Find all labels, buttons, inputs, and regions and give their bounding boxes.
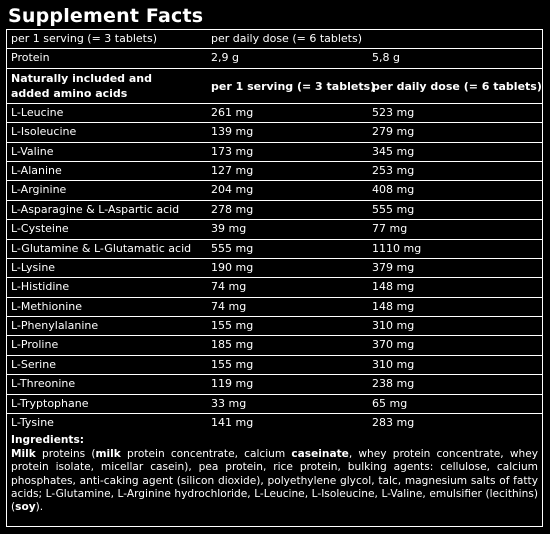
allergen-milk-2: milk	[95, 447, 121, 460]
allergen-soy: soy	[15, 501, 36, 514]
amino-acid-per-serving: 204 mg	[211, 183, 254, 197]
amino-acid-name: L-Histidine	[11, 280, 70, 294]
amino-acid-per-daily: 310 mg	[372, 319, 415, 333]
amino-acid-per-daily: 345 mg	[372, 144, 415, 158]
amino-acid-per-serving: 39 mg	[211, 222, 247, 236]
amino-acid-row: L-Methionine 74 mg 148 mg	[7, 298, 542, 318]
amino-acid-per-serving: 190 mg	[211, 260, 254, 274]
amino-acid-per-serving: 141 mg	[211, 416, 254, 430]
amino-acid-per-daily: 408 mg	[372, 183, 415, 197]
amino-header-label: Naturally included and added amino acids	[11, 71, 152, 100]
amino-acid-row: L-Tysine 141 mg 283 mg	[7, 414, 542, 432]
amino-acid-row: L-Histidine 74 mg 148 mg	[7, 278, 542, 298]
amino-acid-name: L-Cysteine	[11, 222, 69, 236]
amino-acid-per-serving: 555 mg	[211, 241, 254, 255]
amino-acid-per-serving: 119 mg	[211, 377, 254, 391]
amino-acid-name: L-Lysine	[11, 260, 56, 274]
amino-acid-row: L-Valine 173 mg 345 mg	[7, 143, 542, 162]
amino-acid-per-daily: 379 mg	[372, 260, 415, 274]
amino-header-per-daily: per daily dose (= 6 tablets)	[372, 79, 542, 93]
ingredients-part: protein concentrate, calcium	[120, 447, 292, 460]
amino-acid-row: L-Proline 185 mg 370 mg	[7, 336, 542, 356]
protein-per-serving: 2,9 g	[211, 51, 239, 65]
ingredients-part: proteins (	[35, 447, 96, 460]
ingredients-block: Ingredients: Milk proteins (milk protein…	[7, 432, 542, 526]
amino-acid-row: L-Cysteine 39 mg 77 mg	[7, 220, 542, 240]
allergen-milk: Milk	[11, 447, 36, 460]
amino-acid-name: L-Proline	[11, 338, 59, 352]
amino-acid-per-daily: 77 mg	[372, 222, 408, 236]
amino-acid-per-daily: 370 mg	[372, 338, 415, 352]
amino-acid-per-daily: 253 mg	[372, 163, 415, 177]
amino-header-per-serving: per 1 serving (= 3 tablets)	[211, 79, 376, 93]
ingredients-part: , whey protein concentrate, whey protein…	[11, 447, 538, 514]
amino-acid-row: L-Alanine 127 mg 253 mg	[7, 162, 542, 182]
amino-acid-row: L-Threonine 119 mg 238 mg	[7, 375, 542, 395]
serving-per-daily: per daily dose (= 6 tablets)	[211, 32, 363, 45]
amino-header-row: Naturally included and added amino acids…	[7, 69, 542, 104]
amino-acid-row: L-Tryptophane 33 mg 65 mg	[7, 395, 542, 415]
amino-acid-per-serving: 173 mg	[211, 144, 254, 158]
amino-acid-per-serving: 185 mg	[211, 338, 254, 352]
ingredients-text: Milk proteins (milk protein concentrate,…	[11, 448, 538, 514]
facts-table: per 1 serving (= 3 tablets) per daily do…	[6, 29, 543, 528]
protein-row: Protein 2,9 g 5,8 g	[7, 49, 542, 69]
allergen-caseinate: caseinate	[291, 447, 349, 460]
amino-acid-row: L-Leucine 261 mg 523 mg	[7, 104, 542, 124]
amino-acid-row: L-Isoleucine 139 mg 279 mg	[7, 123, 542, 143]
ingredients-label: Ingredients:	[11, 434, 85, 447]
amino-acid-per-serving: 155 mg	[211, 319, 254, 333]
amino-acid-per-daily: 148 mg	[372, 299, 415, 313]
amino-acid-per-serving: 261 mg	[211, 105, 254, 119]
amino-acid-name: L-Tryptophane	[11, 396, 89, 410]
amino-acid-name: L-Valine	[11, 144, 54, 158]
amino-acid-row: L-Serine 155 mg 310 mg	[7, 356, 542, 376]
amino-acid-list: L-Leucine 261 mg 523 mg L-Isoleucine 139 mg 2…	[7, 104, 542, 433]
amino-acid-name: L-Serine	[11, 357, 56, 371]
amino-acid-row: L-Lysine 190 mg 379 mg	[7, 259, 542, 279]
amino-acid-per-daily: 1110 mg	[372, 241, 422, 255]
protein-per-daily: 5,8 g	[372, 51, 400, 65]
amino-acid-per-daily: 283 mg	[372, 416, 415, 430]
amino-acid-name: L-Isoleucine	[11, 125, 77, 139]
amino-acid-name: L-Glutamine & L-Glutamatic acid	[11, 241, 192, 255]
amino-acid-name: L-Methionine	[11, 299, 83, 313]
amino-acid-per-serving: 155 mg	[211, 357, 254, 371]
amino-acid-name: L-Arginine	[11, 183, 67, 197]
amino-acid-per-serving: 139 mg	[211, 125, 254, 139]
amino-acid-per-daily: 148 mg	[372, 280, 415, 294]
amino-acid-row: L-Asparagine & L-Aspartic acid 278 mg 555 …	[7, 201, 542, 221]
amino-acid-per-serving: 33 mg	[211, 396, 247, 410]
amino-acid-per-serving: 278 mg	[211, 202, 254, 216]
amino-acid-per-daily: 523 mg	[372, 105, 415, 119]
amino-acid-name: L-Alanine	[11, 163, 62, 177]
amino-acid-per-daily: 279 mg	[372, 125, 415, 139]
serving-per-serving: per 1 serving (= 3 tablets)	[11, 32, 157, 45]
amino-acid-per-serving: 74 mg	[211, 299, 247, 313]
amino-acid-name: L-Threonine	[11, 377, 76, 391]
amino-acid-per-daily: 310 mg	[372, 357, 415, 371]
amino-acid-row: L-Glutamine & L-Glutamatic acid 555 mg 111…	[7, 240, 542, 259]
amino-acid-per-serving: 74 mg	[211, 280, 247, 294]
amino-acid-per-daily: 238 mg	[372, 377, 415, 391]
serving-row: per 1 serving (= 3 tablets) per daily do…	[7, 30, 542, 50]
page-title: Supplement Facts	[8, 5, 204, 27]
amino-acid-per-daily: 555 mg	[372, 202, 415, 216]
amino-acid-row: L-Arginine 204 mg 408 mg	[7, 181, 542, 201]
amino-acid-per-daily: 65 mg	[372, 396, 408, 410]
protein-name: Protein	[11, 51, 50, 65]
ingredients-part: ).	[35, 501, 44, 514]
amino-acid-name: L-Leucine	[11, 105, 64, 119]
amino-acid-name: L-Asparagine & L-Aspartic acid	[11, 202, 180, 216]
amino-acid-row: L-Phenylalanine 155 mg 310 mg	[7, 317, 542, 337]
amino-acid-per-serving: 127 mg	[211, 163, 254, 177]
amino-acid-name: L-Phenylalanine	[11, 319, 99, 333]
amino-acid-name: L-Tysine	[11, 416, 54, 430]
